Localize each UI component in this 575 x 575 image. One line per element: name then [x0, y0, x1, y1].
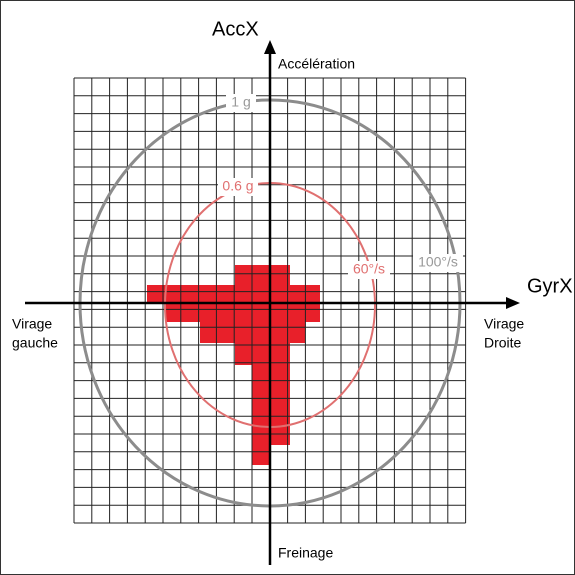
ring-label: 60°/s: [353, 261, 385, 277]
x-arrow: [506, 297, 520, 309]
y-axis-label: AccX: [212, 18, 259, 40]
ring-label: 0.6 g: [222, 178, 253, 194]
left-label: gauche: [12, 335, 58, 351]
usage-area: [147, 265, 320, 465]
bottom-label: Freinage: [278, 545, 333, 561]
right-label: Droite: [484, 335, 522, 351]
ring-label: 1 g: [231, 94, 250, 110]
x-axis-label: GyrX: [527, 275, 573, 297]
label-bg: [413, 254, 463, 272]
y-arrow: [264, 40, 276, 54]
ring-label: 100°/s: [418, 254, 458, 270]
left-label: Virage: [12, 316, 52, 332]
label-bg: [218, 178, 258, 196]
label-bg: [226, 94, 256, 112]
top-label: Accélération: [278, 56, 355, 72]
right-label: Virage: [484, 316, 524, 332]
label-bg: [348, 261, 390, 279]
